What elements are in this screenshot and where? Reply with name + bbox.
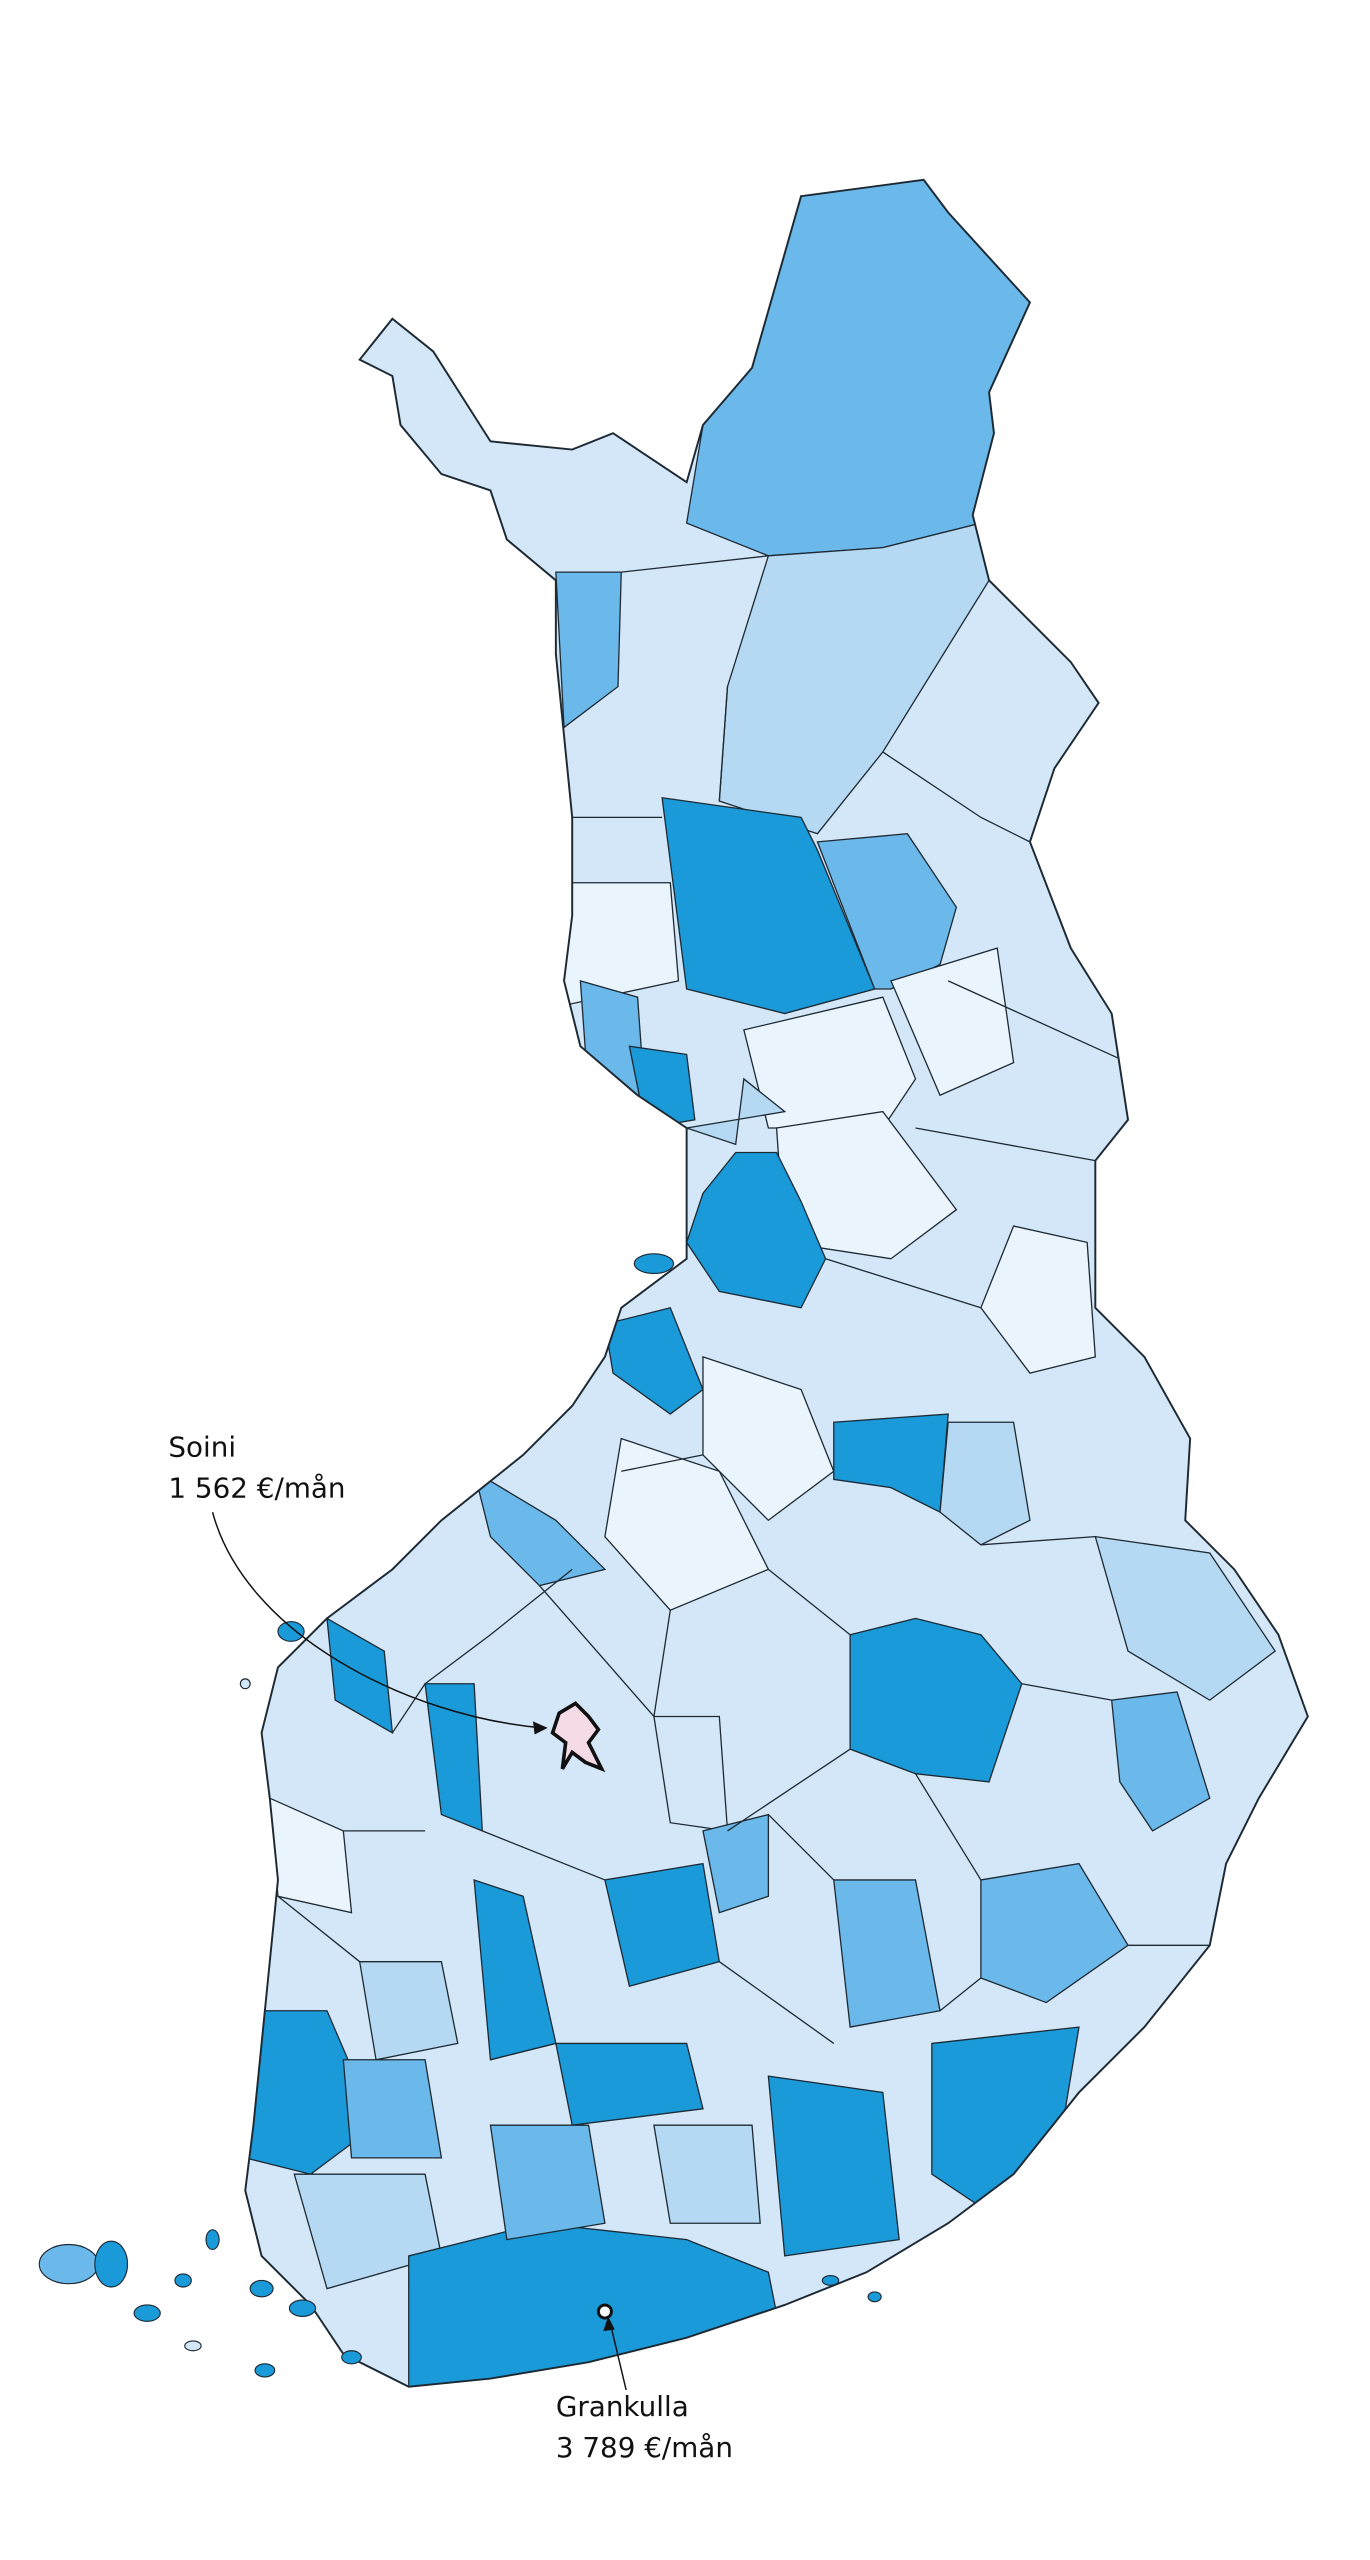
islands bbox=[38, 1253, 882, 2378]
place-name: Soini bbox=[168, 1431, 236, 1464]
grankulla-leader bbox=[609, 2321, 627, 2391]
place-value: 1 562 €/mån bbox=[168, 1471, 345, 1504]
grankulla-arrowhead bbox=[603, 2316, 615, 2332]
soini-highlight bbox=[550, 1701, 606, 1773]
place-value: 3 789 €/mån bbox=[556, 2431, 733, 2464]
place-name: Grankulla bbox=[556, 2390, 689, 2423]
soini-arrowhead bbox=[532, 1721, 548, 1735]
grankulla-marker bbox=[596, 2303, 613, 2320]
soini-leader bbox=[211, 1511, 543, 1729]
